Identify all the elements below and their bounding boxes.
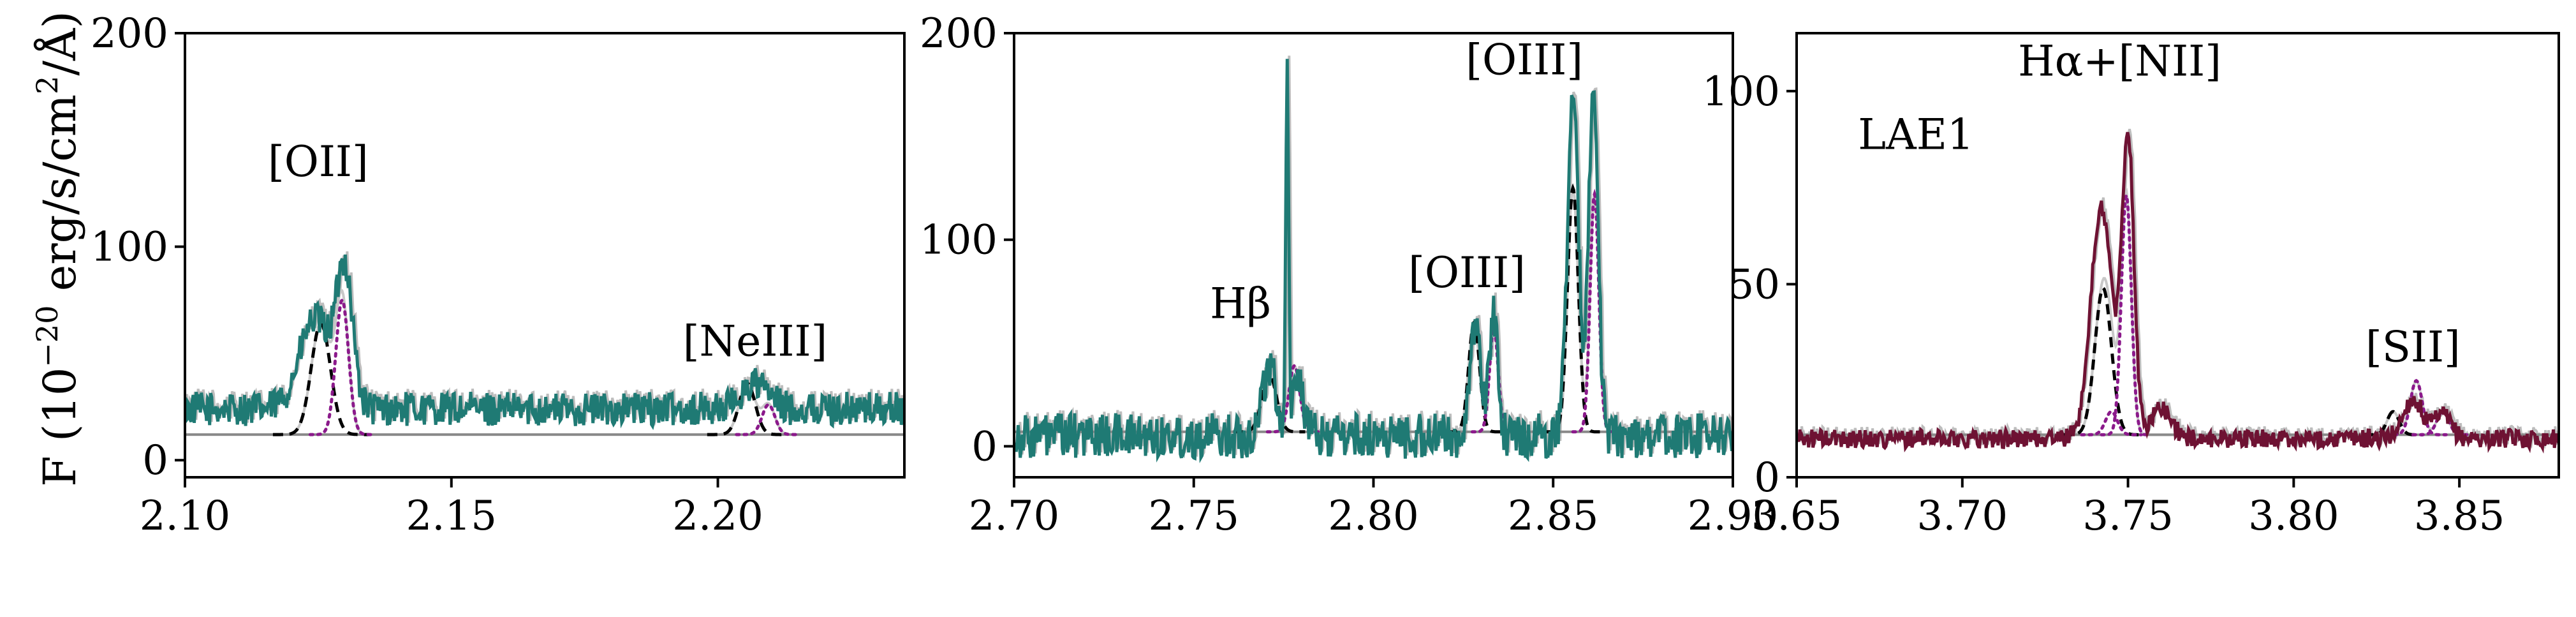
x-tick-label: 2.20 (672, 493, 763, 540)
x-tick-label: 2.10 (140, 493, 231, 540)
gaussian-component-dashed (2061, 285, 2145, 436)
y-tick-label: 0 (142, 437, 168, 484)
x-tick-label: 3.80 (2248, 493, 2339, 540)
axes-frame (184, 32, 906, 479)
panel-hbeta-oiii: 2.70 2.75 2.80 2.85 2.900100200Hβ[OIII][OIII… (920, 10, 1778, 540)
axes-frame (1795, 32, 2560, 479)
gaussian-component-dotted (2080, 410, 2143, 436)
y-tick-label: 100 (91, 224, 168, 271)
plot-area (1014, 56, 1733, 463)
y-tick-label: 200 (91, 10, 168, 57)
x-tick-label: 2.15 (406, 493, 497, 540)
total-model-line (1014, 184, 1733, 433)
x-tick-label: 3.70 (1917, 493, 2008, 540)
panel-oii-neiii: 2.10 2.15 2.20 0 100 200 [OII] [NeIII] (91, 10, 906, 540)
plot-area (1797, 128, 2559, 454)
x-tick-label: 2.85 (1508, 493, 1599, 540)
line-annotation: LAE1 (1858, 110, 1974, 160)
y-tick-label: 0 (1754, 454, 1780, 502)
y-tick-label: 50 (1728, 261, 1780, 308)
gaussian-component-dotted (735, 403, 802, 436)
x-tick-label: 3.75 (2082, 493, 2174, 540)
gaussian-component-dotted (308, 297, 376, 436)
error-spectrum-line (1015, 56, 1733, 459)
x-tick-label: 2.80 (1328, 493, 1419, 540)
x-tick-label: 2.70 (969, 493, 1060, 540)
observed-spectrum-line (1797, 131, 2559, 454)
y-tick-label: 0 (971, 423, 997, 470)
error-spectrum-line (1797, 128, 2559, 450)
line-annotation: [OIII] (1466, 36, 1583, 85)
line-annotation: Hα+[NII] (2018, 37, 2221, 86)
y-tick-label: 100 (1702, 68, 1780, 115)
svg-text:F (10−20 erg/s/cm2/Å): F (10−20 erg/s/cm2/Å) (30, 11, 86, 487)
observed-spectrum-line (185, 254, 904, 431)
gaussian-component-dotted (2100, 190, 2153, 436)
line-annotation: [OII] (268, 137, 369, 186)
y-tick-label: 200 (920, 10, 997, 57)
x-tick-label: 2.90 (1688, 493, 1779, 540)
plot-area (185, 251, 904, 436)
line-annotation: Hβ (1210, 279, 1271, 329)
axes-frame (1013, 32, 1734, 479)
line-annotation: [SII] (2366, 322, 2461, 371)
total-model-line (1797, 188, 2559, 436)
observed-spectrum-line (1014, 59, 1733, 463)
line-annotation: [NeIII] (683, 316, 828, 366)
panel-halpha-sii: 3.65 3.70 3.75 3.80 3.85 0 50 100 LAE1 Hα+[NII] [S… (1702, 32, 2560, 540)
x-tick-label: 2.75 (1149, 493, 1240, 540)
x-tick-label: 3.85 (2414, 493, 2505, 540)
y-tick-label: 100 (920, 217, 997, 264)
line-annotation: [OIII] (1408, 248, 1526, 297)
x-tick-label: 3.65 (1751, 493, 1843, 540)
y-axis-label: F (10−20 erg/s/cm2/Å) (30, 11, 86, 487)
gaussian-component-dotted (1265, 364, 1323, 434)
